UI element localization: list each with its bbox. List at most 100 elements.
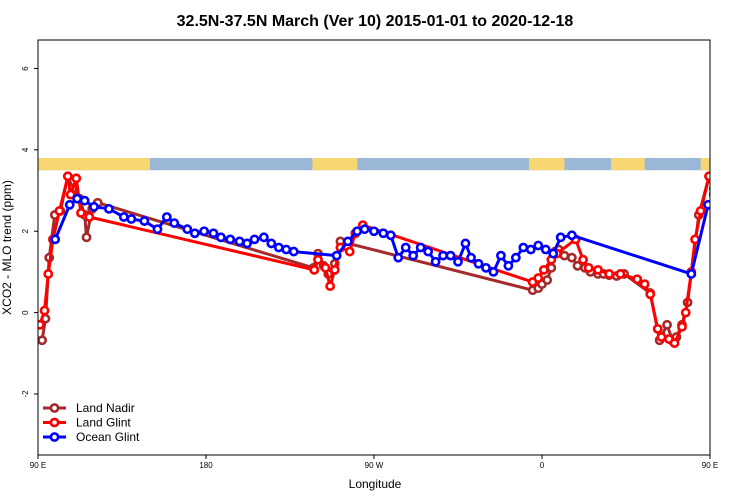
y-axis-label: XCO2 - MLO trend (ppm) [0,180,14,315]
data-point [677,321,687,332]
data-point [266,238,277,249]
data-point [525,244,536,255]
legend-marker [49,403,60,413]
data-point [704,171,710,182]
data-point [481,262,491,273]
data-point [342,236,353,247]
data-point [538,264,549,275]
data-point [39,305,50,316]
data-point [65,189,76,200]
data-point [76,208,86,218]
legend-marker [49,417,60,428]
data-point [708,185,710,192]
data-point [736,199,743,206]
legend-label: Land Glint [76,416,131,430]
data-point [615,269,626,279]
y-axis: -2 0 2 4 6 [21,66,38,398]
data-point [331,250,342,261]
data-point [54,205,65,216]
legend-entry: Land Nadir [43,401,135,415]
data-point [721,209,728,216]
y-tick-label: 6 [21,66,30,71]
data-point [736,205,743,212]
data-point [369,226,379,237]
data-point [359,224,370,235]
data-point [662,319,672,330]
data-point [746,203,750,210]
data-point [313,254,323,265]
y-tick-label: 2 [21,228,30,233]
x-tick-label: 90 E [30,461,46,470]
data-point [71,173,82,184]
data-point [415,242,426,253]
data-point [438,250,448,261]
y-tick-label: -2 [21,390,30,398]
legend-entry: Land Glint [43,416,131,430]
data-point [423,246,434,257]
data-point [727,203,734,210]
data-point [712,195,719,202]
land-segment [528,157,565,171]
data-point [566,252,577,263]
data-point [118,212,129,222]
data-point [234,236,245,247]
data-point [378,228,389,239]
data-point [669,338,680,349]
data-point [62,171,73,182]
data-point [84,212,95,222]
data-point [503,260,514,271]
data-point [604,269,615,279]
data-point [548,248,559,259]
data-point [430,256,441,267]
land-mask-band [38,157,710,171]
chart-title: 32.5N-37.5N March (Ver 10) 2015-01-01 to… [177,13,574,30]
data-point [652,323,663,334]
land-segment [312,157,358,171]
data-point [199,226,210,237]
x-tick-label: 90 E [702,461,718,470]
data-point [656,332,667,342]
data-point [725,234,732,241]
data-point [225,234,236,245]
data-point [540,244,551,255]
data-point [72,193,83,204]
data-point [126,214,137,224]
land-segment [611,157,645,171]
data-point [385,230,396,241]
data-point [533,240,544,251]
data-point [139,216,150,226]
land-segment [700,157,710,171]
data-point [281,244,292,255]
data-point [566,230,577,241]
data-point [216,232,226,243]
data-point [445,250,456,261]
data-point [344,246,355,257]
data-point [718,193,725,200]
data-point [104,203,114,214]
series-layer [38,171,750,349]
series-land-nadir [38,171,743,346]
data-point [242,238,252,249]
data-point [89,201,99,212]
y-tick-label: 4 [21,147,30,152]
legend-label: Land Nadir [76,401,135,415]
data-point [320,262,331,273]
data-point [189,228,200,239]
data-point [533,273,544,283]
data-point [182,224,193,235]
data-point [695,205,706,216]
data-point [680,307,691,318]
data-point [460,238,471,249]
series-land-glint [38,171,728,349]
data-point [43,269,54,279]
data-point [510,252,521,263]
data-point [559,250,570,261]
legend-label: Ocean Glint [76,430,140,444]
land-segment [38,157,150,171]
data-point [152,224,163,235]
series-line [53,197,710,276]
series-ocean-glint [50,193,750,279]
data-point [716,175,723,182]
data-point [329,264,340,275]
